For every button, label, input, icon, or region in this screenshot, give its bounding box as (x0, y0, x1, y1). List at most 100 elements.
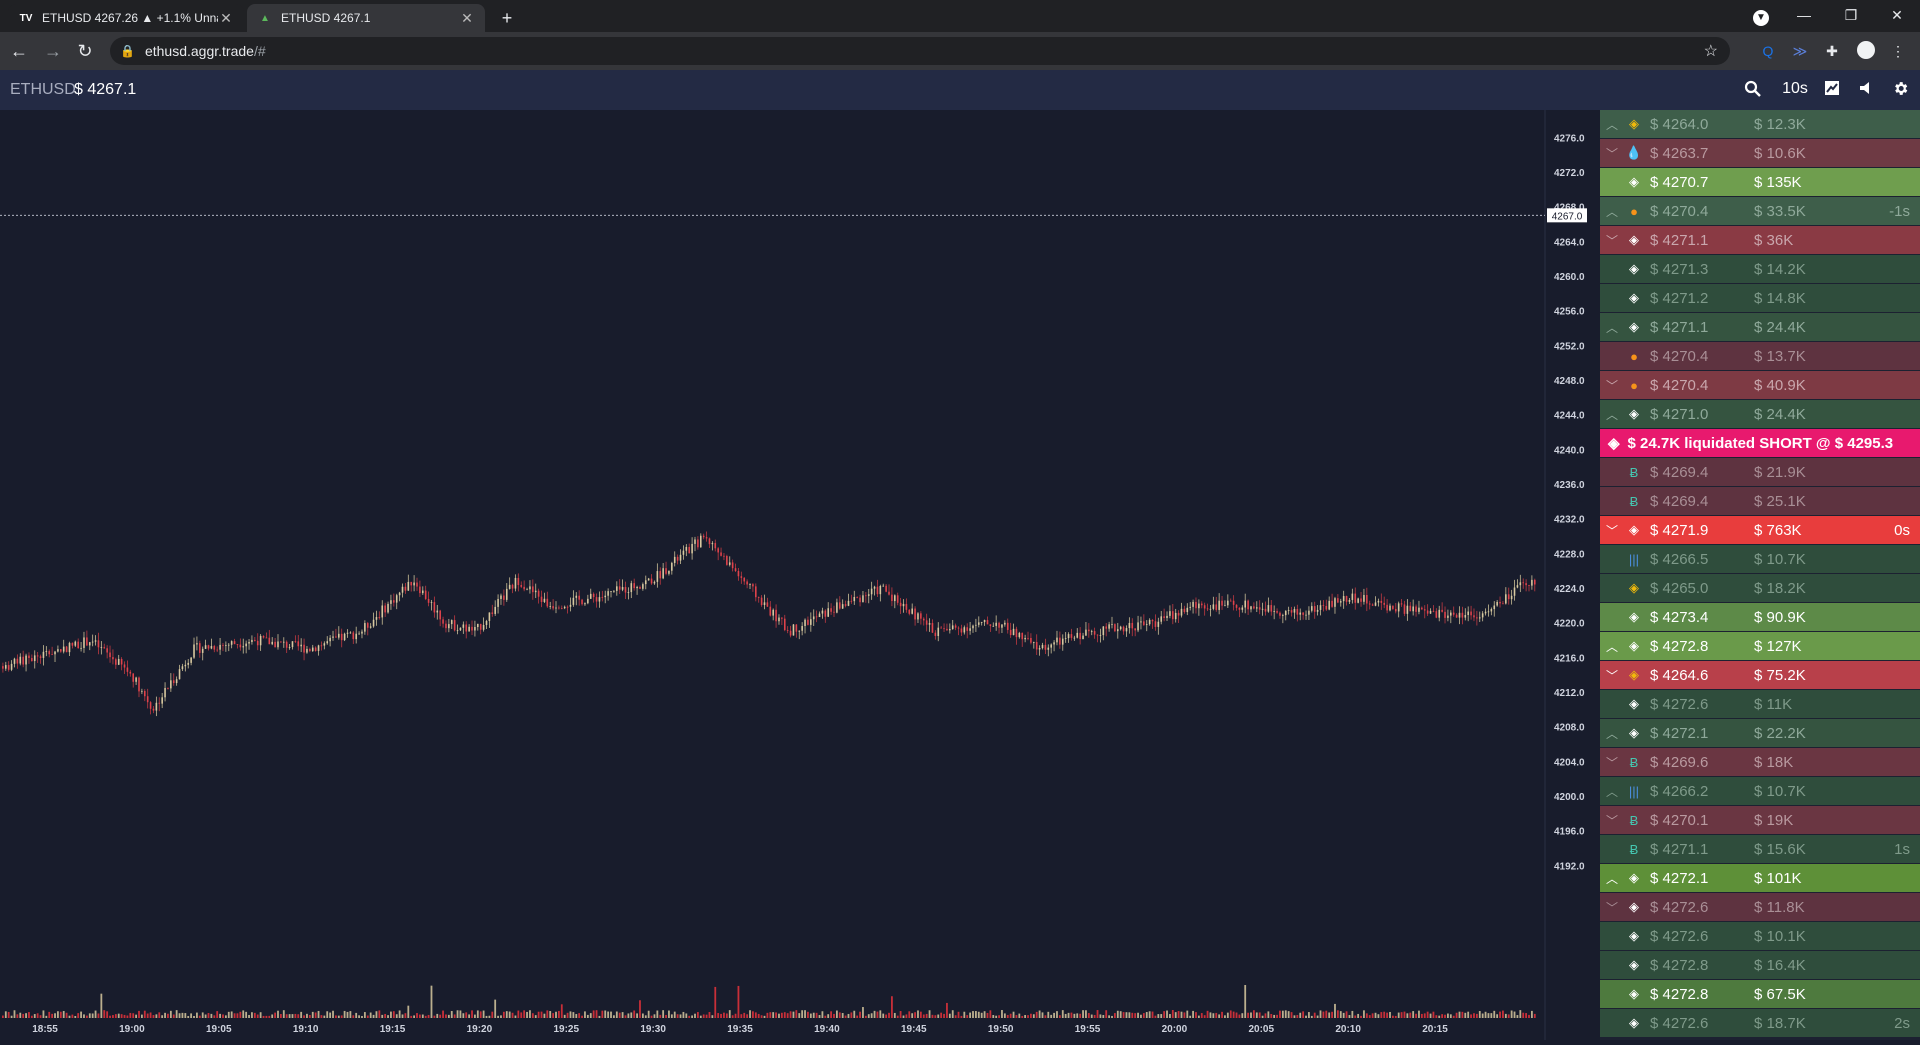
volume-bar (873, 1010, 876, 1018)
volume-bar (1131, 1012, 1134, 1018)
trade-row[interactable]: ︿ ◈ $ 4272.8 $ 127K (1600, 632, 1920, 660)
price-chart[interactable]: 4276.0 4272.0 4268.0 4264.0 4260.0 4256.0 4252… (0, 110, 1600, 1040)
volume-bar (601, 1010, 604, 1018)
volume-bar (488, 1015, 491, 1018)
trade-row[interactable]: ◈ $ 4270.7 $ 135K (1600, 168, 1920, 196)
back-icon[interactable]: ← (10, 41, 28, 61)
trade-row[interactable]: ︿ ● $ 4270.4 $ 33.5K -1s (1600, 197, 1920, 225)
volume-bar (224, 1015, 227, 1018)
volume-bar (62, 1011, 65, 1018)
volume-bar (983, 1011, 986, 1018)
volume-bar (219, 1013, 221, 1018)
volume-bar (1024, 1014, 1027, 1018)
trade-row[interactable]: ︿ ◈ $ 4272.1 $ 22.2K (1600, 719, 1920, 747)
candle-body (653, 581, 656, 584)
trade-row[interactable]: ||| $ 4266.5 $ 10.7K (1600, 545, 1920, 573)
volume-bar (925, 1013, 928, 1018)
trade-row[interactable]: ﹀ ◈ $ 4271.1 $ 36K (1600, 226, 1920, 254)
extension-chevrons-icon[interactable]: ≫ (1792, 43, 1808, 59)
candle-body (1229, 600, 1232, 602)
chart-settings-icon[interactable] (1824, 80, 1840, 100)
candle-body (1279, 612, 1281, 616)
trade-row[interactable]: ◈ $ 4265.0 $ 18.2K (1600, 574, 1920, 602)
candle-body (282, 641, 285, 643)
volume-bar (30, 1015, 33, 1018)
volume-bar (1247, 1012, 1250, 1018)
trade-row[interactable]: ﹀ 💧 $ 4263.7 $ 10.6K (1600, 139, 1920, 167)
trade-row[interactable]: ◈ $ 4272.8 $ 16.4K (1600, 951, 1920, 979)
volume-bar (1189, 1015, 1192, 1018)
browser-tab-tradingview[interactable]: TV ETHUSD 4267.26 ▲ +1.1% Unnamed ✕ (8, 4, 244, 32)
restore-window-button[interactable]: ❐ (1844, 7, 1858, 23)
candle-body (1050, 644, 1052, 648)
candle-body (421, 590, 424, 594)
sound-icon[interactable] (1858, 80, 1874, 100)
candle-body (1064, 638, 1067, 639)
candle-body (740, 576, 743, 578)
trade-row[interactable]: ◈ $ 4271.3 $ 14.2K (1600, 255, 1920, 283)
candle-body (873, 586, 876, 589)
settings-gear-icon[interactable] (1892, 80, 1909, 100)
reload-icon[interactable]: ↻ (77, 41, 93, 61)
trade-row[interactable]: ◈ $ 4272.6 $ 11K (1600, 690, 1920, 718)
browser-menu-icon[interactable]: ⋮ (1891, 43, 1905, 59)
extensions-puzzle-icon[interactable]: ✚ (1826, 43, 1838, 59)
volume-bar (172, 1014, 175, 1018)
trade-row[interactable]: ︿ ◈ $ 4264.0 $ 12.3K (1600, 110, 1920, 138)
close-tab-icon[interactable]: ✕ (461, 9, 473, 26)
candle-body (97, 640, 100, 648)
candle-body (100, 647, 103, 648)
close-window-button[interactable]: ✕ (1891, 7, 1903, 23)
candlestick-chart[interactable]: 4276.0 4272.0 4268.0 4264.0 4260.0 4256.0 4252… (0, 110, 1600, 1040)
volume-bar (436, 1013, 439, 1018)
trade-row[interactable]: ◈ $ 4272.8 $ 67.5K (1600, 980, 1920, 1008)
volume-bar (1151, 1011, 1154, 1018)
trades-list[interactable]: ︿ ◈ $ 4264.0 $ 12.3K ﹀ 💧 $ 4263.7 $ 10.6K ◈ $ 427… (1600, 110, 1920, 1040)
candle-body (1458, 612, 1461, 618)
volume-bar (879, 1010, 882, 1018)
minimize-window-button[interactable]: — (1797, 7, 1811, 23)
trade-row[interactable]: ◈ $ 4271.2 $ 14.8K (1600, 284, 1920, 312)
trade-row[interactable]: ︿ ◈ $ 4271.0 $ 24.4K (1600, 400, 1920, 428)
trade-row[interactable]: Ƀ $ 4269.4 $ 21.9K (1600, 458, 1920, 486)
timeframe-button[interactable]: 10s (1782, 80, 1808, 97)
bookmark-star-icon[interactable]: ☆ (1703, 43, 1718, 60)
liquidation-row[interactable]: ◈ $ 24.7K liquidated SHORT @ $ 4295.3 (1600, 429, 1920, 457)
forward-icon[interactable]: → (44, 41, 62, 61)
candle-body (10, 663, 13, 670)
lock-icon[interactable]: 🔒 (120, 44, 135, 58)
address-bar[interactable]: 🔒 ethusd.aggr.trade/# ☆ (110, 37, 1730, 65)
candle-body (1203, 605, 1206, 609)
trade-row[interactable]: ﹀ ◈ $ 4271.9 $ 763K 0s (1600, 516, 1920, 544)
search-icon[interactable] (1744, 80, 1762, 100)
trade-row[interactable]: ﹀ Ƀ $ 4270.1 $ 19K (1600, 806, 1920, 834)
trade-row[interactable]: ︿ ◈ $ 4271.1 $ 24.4K (1600, 313, 1920, 341)
trade-row[interactable]: ﹀ ◈ $ 4272.6 $ 11.8K (1600, 893, 1920, 921)
trade-row[interactable]: ◈ $ 4272.6 $ 18.7K 2s (1600, 1009, 1920, 1037)
new-tab-button[interactable]: + (501, 8, 513, 28)
browser-tab-aggr[interactable]: ▲ ETHUSD 4267.1 ✕ (247, 4, 485, 32)
trade-row[interactable]: ︿ ◈ $ 4272.1 $ 101K (1600, 864, 1920, 892)
trade-row[interactable]: ﹀ ● $ 4270.4 $ 40.9K (1600, 371, 1920, 399)
trade-row[interactable]: Ƀ $ 4269.4 $ 25.1K (1600, 487, 1920, 515)
trade-row[interactable]: ● $ 4270.4 $ 13.7K (1600, 342, 1920, 370)
candle-body (427, 598, 430, 603)
trade-row[interactable]: ︿ ||| $ 4266.2 $ 10.7K (1600, 777, 1920, 805)
candle-body (19, 656, 22, 664)
candle-body (297, 641, 300, 647)
trade-row[interactable]: ◈ $ 4272.6 $ 10.1K (1600, 922, 1920, 950)
volume-bar (210, 1013, 213, 1018)
trade-row[interactable]: ﹀ ◈ $ 4264.6 $ 75.2K (1600, 661, 1920, 689)
candle-body (149, 702, 152, 709)
trade-row[interactable]: ◈ $ 4273.4 $ 90.9K (1600, 603, 1920, 631)
profile-menu-icon[interactable]: ▼ (1738, 0, 1784, 32)
volume-bar (665, 1014, 667, 1018)
search-extension-icon[interactable]: Q (1762, 43, 1774, 59)
trade-row[interactable]: Ƀ $ 4271.1 $ 15.6K 1s (1600, 835, 1920, 863)
trade-amount: $ 101K (1754, 869, 1802, 887)
trade-price: $ 4270.4 (1650, 202, 1709, 220)
volume-bar (1342, 1012, 1345, 1018)
close-tab-icon[interactable]: ✕ (220, 9, 232, 26)
trade-row[interactable]: ﹀ Ƀ $ 4269.6 $ 18K (1600, 748, 1920, 776)
profile-avatar[interactable] (1856, 41, 1876, 61)
